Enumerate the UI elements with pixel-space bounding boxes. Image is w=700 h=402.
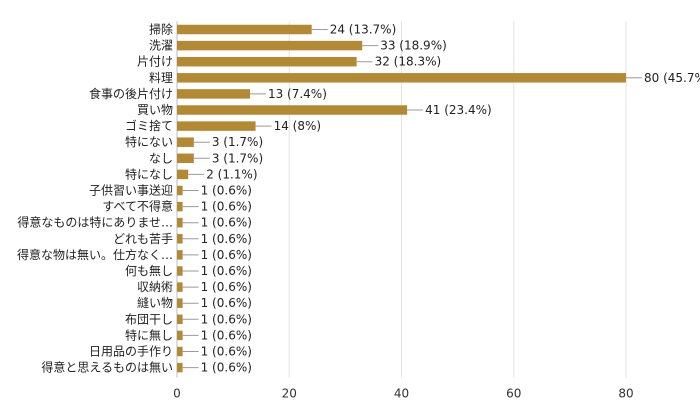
- bar: [177, 24, 312, 35]
- bar: [177, 73, 626, 83]
- bar: [177, 40, 363, 51]
- value-label: 1 (0.6%): [201, 232, 252, 246]
- value-label: 2 (1.1%): [206, 167, 257, 181]
- x-tick-label: 40: [394, 387, 409, 401]
- category-label: 洗濯: [149, 39, 173, 53]
- bar: [177, 89, 250, 99]
- category-label: 子供習い事送迎: [89, 183, 173, 198]
- category-label: 片付け: [137, 55, 173, 69]
- value-label: 13 (7.4%): [268, 87, 327, 101]
- category-label: 縫い物: [137, 295, 173, 310]
- category-label: 収納術: [137, 280, 173, 294]
- bar: [177, 298, 183, 308]
- x-tick-label: 80: [618, 387, 633, 401]
- bar: [177, 330, 183, 341]
- category-label: 食事の後片付け: [89, 86, 173, 101]
- category-label: 得意なものは特にありませ…: [17, 215, 173, 230]
- bar: [177, 234, 183, 244]
- bar: [177, 56, 357, 67]
- axis-layer: 0 20 40 60 80 掃除 24 (13.7%) 洗濯 33 (18.9%) 片付け 32 (…: [17, 22, 700, 401]
- category-label: ゴミ捨て: [125, 118, 173, 133]
- category-label: 特に無し: [125, 327, 173, 342]
- bar: [177, 217, 183, 228]
- value-label: 1 (0.6%): [201, 280, 252, 294]
- value-label: 1 (0.6%): [201, 184, 252, 198]
- value-label: 14 (8%): [274, 119, 321, 133]
- bar: [177, 282, 183, 292]
- value-label: 3 (1.7%): [212, 135, 263, 149]
- value-label: 1 (0.6%): [201, 328, 252, 342]
- value-label: 1 (0.6%): [201, 264, 252, 278]
- value-label: 1 (0.6%): [201, 216, 252, 230]
- bar: [177, 266, 183, 276]
- bar: [177, 250, 183, 260]
- category-label: 特になし: [125, 166, 173, 181]
- value-label: 1 (0.6%): [201, 200, 252, 214]
- category-label: すべて不得意: [102, 199, 173, 214]
- category-label: 得意と思えるものは無い: [41, 360, 173, 375]
- bar: [177, 314, 183, 325]
- x-tick-label: 20: [282, 387, 297, 401]
- value-label: 1 (0.6%): [201, 296, 252, 310]
- category-label: 料理: [149, 71, 173, 85]
- x-tick-label: 0: [173, 387, 181, 401]
- value-label: 1 (0.6%): [201, 361, 252, 375]
- value-label: 24 (13.7%): [330, 23, 397, 37]
- bar: [177, 362, 183, 373]
- category-label: 買い物: [137, 103, 173, 117]
- x-tick-label: 60: [506, 387, 521, 401]
- bar: [177, 121, 256, 131]
- value-label: 33 (18.9%): [380, 39, 447, 53]
- bar: [177, 346, 183, 357]
- category-label: 布団干し: [125, 312, 173, 326]
- bar: [177, 137, 194, 147]
- bar: [177, 201, 183, 212]
- category-label: どれも苦手: [113, 232, 173, 246]
- category-label: 日用品の手作り: [89, 345, 173, 359]
- bar: [177, 185, 183, 196]
- category-label: なし: [149, 151, 173, 165]
- value-label: 1 (0.6%): [201, 345, 252, 359]
- bar: [177, 169, 189, 180]
- category-label: 得意な物は無い。仕方なく…: [17, 247, 173, 262]
- value-label: 1 (0.6%): [201, 248, 252, 262]
- bar-layer: [177, 24, 642, 373]
- value-label: 3 (1.7%): [212, 151, 263, 165]
- category-label: 何も無し: [125, 263, 173, 278]
- category-label: 特にない: [125, 134, 173, 149]
- bar: [177, 153, 194, 164]
- bar: [177, 105, 408, 115]
- value-label: 32 (18.3%): [375, 55, 442, 69]
- value-label: 41 (23.4%): [425, 103, 492, 117]
- category-label: 掃除: [149, 22, 173, 37]
- value-label: 1 (0.6%): [201, 312, 252, 326]
- value-label: 80 (45.7%): [644, 71, 700, 85]
